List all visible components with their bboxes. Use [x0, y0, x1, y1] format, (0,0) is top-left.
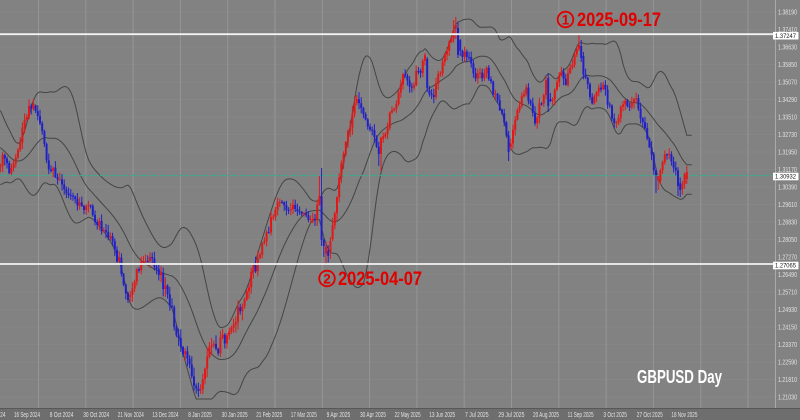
svg-text:1.27065: 1.27065	[775, 263, 796, 270]
svg-text:26 Aug 2024: 26 Aug 2024	[0, 412, 5, 419]
svg-text:1.36630: 1.36630	[778, 45, 797, 52]
svg-text:20 Aug 2025: 20 Aug 2025	[533, 412, 559, 419]
svg-text:1.26490: 1.26490	[778, 272, 797, 279]
svg-text:2025-04-07: 2025-04-07	[338, 269, 422, 290]
svg-text:17 Mar 2025: 17 Mar 2025	[291, 412, 317, 419]
svg-text:1.24150: 1.24150	[778, 325, 797, 332]
svg-text:16 Sep 2024: 16 Sep 2024	[14, 412, 40, 419]
svg-text:30 Apr 2025: 30 Apr 2025	[360, 412, 386, 419]
svg-text:13 Jun 2025: 13 Jun 2025	[429, 412, 455, 419]
svg-text:1.23370: 1.23370	[778, 342, 797, 349]
svg-text:2025-09-17: 2025-09-17	[577, 10, 661, 31]
svg-text:2: 2	[323, 272, 331, 287]
svg-text:21 Nov 2024: 21 Nov 2024	[118, 412, 144, 419]
svg-text:27 Oct 2025: 27 Oct 2025	[637, 412, 663, 419]
svg-text:1.33510: 1.33510	[778, 115, 797, 122]
svg-text:1.37410: 1.37410	[778, 27, 797, 34]
svg-text:1.30932: 1.30932	[775, 174, 796, 181]
svg-text:1.21810: 1.21810	[778, 377, 797, 384]
svg-text:3 Oct 2025: 3 Oct 2025	[603, 412, 627, 419]
svg-text:1.25710: 1.25710	[778, 290, 797, 297]
svg-text:30 Oct 2024: 30 Oct 2024	[83, 412, 109, 419]
svg-text:8 Jan 2025: 8 Jan 2025	[188, 412, 212, 419]
svg-text:GBPUSD Day: GBPUSD Day	[637, 367, 722, 387]
svg-text:1.35850: 1.35850	[778, 62, 797, 69]
svg-text:1.31950: 1.31950	[778, 150, 797, 157]
svg-text:1.27270: 1.27270	[778, 255, 797, 262]
svg-text:1.35070: 1.35070	[778, 80, 797, 87]
svg-text:1.29610: 1.29610	[778, 202, 797, 209]
svg-text:1.34290: 1.34290	[778, 97, 797, 104]
svg-text:9 Apr 2025: 9 Apr 2025	[327, 412, 351, 419]
svg-text:13 Dec 2024: 13 Dec 2024	[152, 412, 178, 419]
svg-text:29 Jul 2025: 29 Jul 2025	[498, 412, 524, 419]
svg-text:11 Sep 2025: 11 Sep 2025	[568, 412, 594, 419]
svg-text:1.22590: 1.22590	[778, 360, 797, 367]
svg-text:1.28830: 1.28830	[778, 220, 797, 227]
svg-text:1.21030: 1.21030	[778, 395, 797, 402]
svg-text:1.38190: 1.38190	[778, 10, 797, 17]
svg-text:22 May 2025: 22 May 2025	[395, 412, 421, 419]
svg-text:18 Nov 2025: 18 Nov 2025	[671, 412, 697, 419]
svg-text:7 Jul 2025: 7 Jul 2025	[465, 412, 489, 419]
svg-text:8 Oct 2024: 8 Oct 2024	[50, 412, 74, 419]
svg-text:1: 1	[562, 13, 570, 28]
svg-text:1.37247: 1.37247	[775, 33, 796, 40]
svg-text:1.28050: 1.28050	[778, 237, 797, 244]
svg-text:1.31170: 1.31170	[778, 167, 797, 174]
svg-text:21 Feb 2025: 21 Feb 2025	[256, 412, 282, 419]
svg-text:1.30390: 1.30390	[778, 185, 797, 192]
svg-text:1.32730: 1.32730	[778, 132, 797, 139]
svg-text:1.24930: 1.24930	[778, 307, 797, 314]
svg-text:30 Jan 2025: 30 Jan 2025	[222, 412, 248, 419]
